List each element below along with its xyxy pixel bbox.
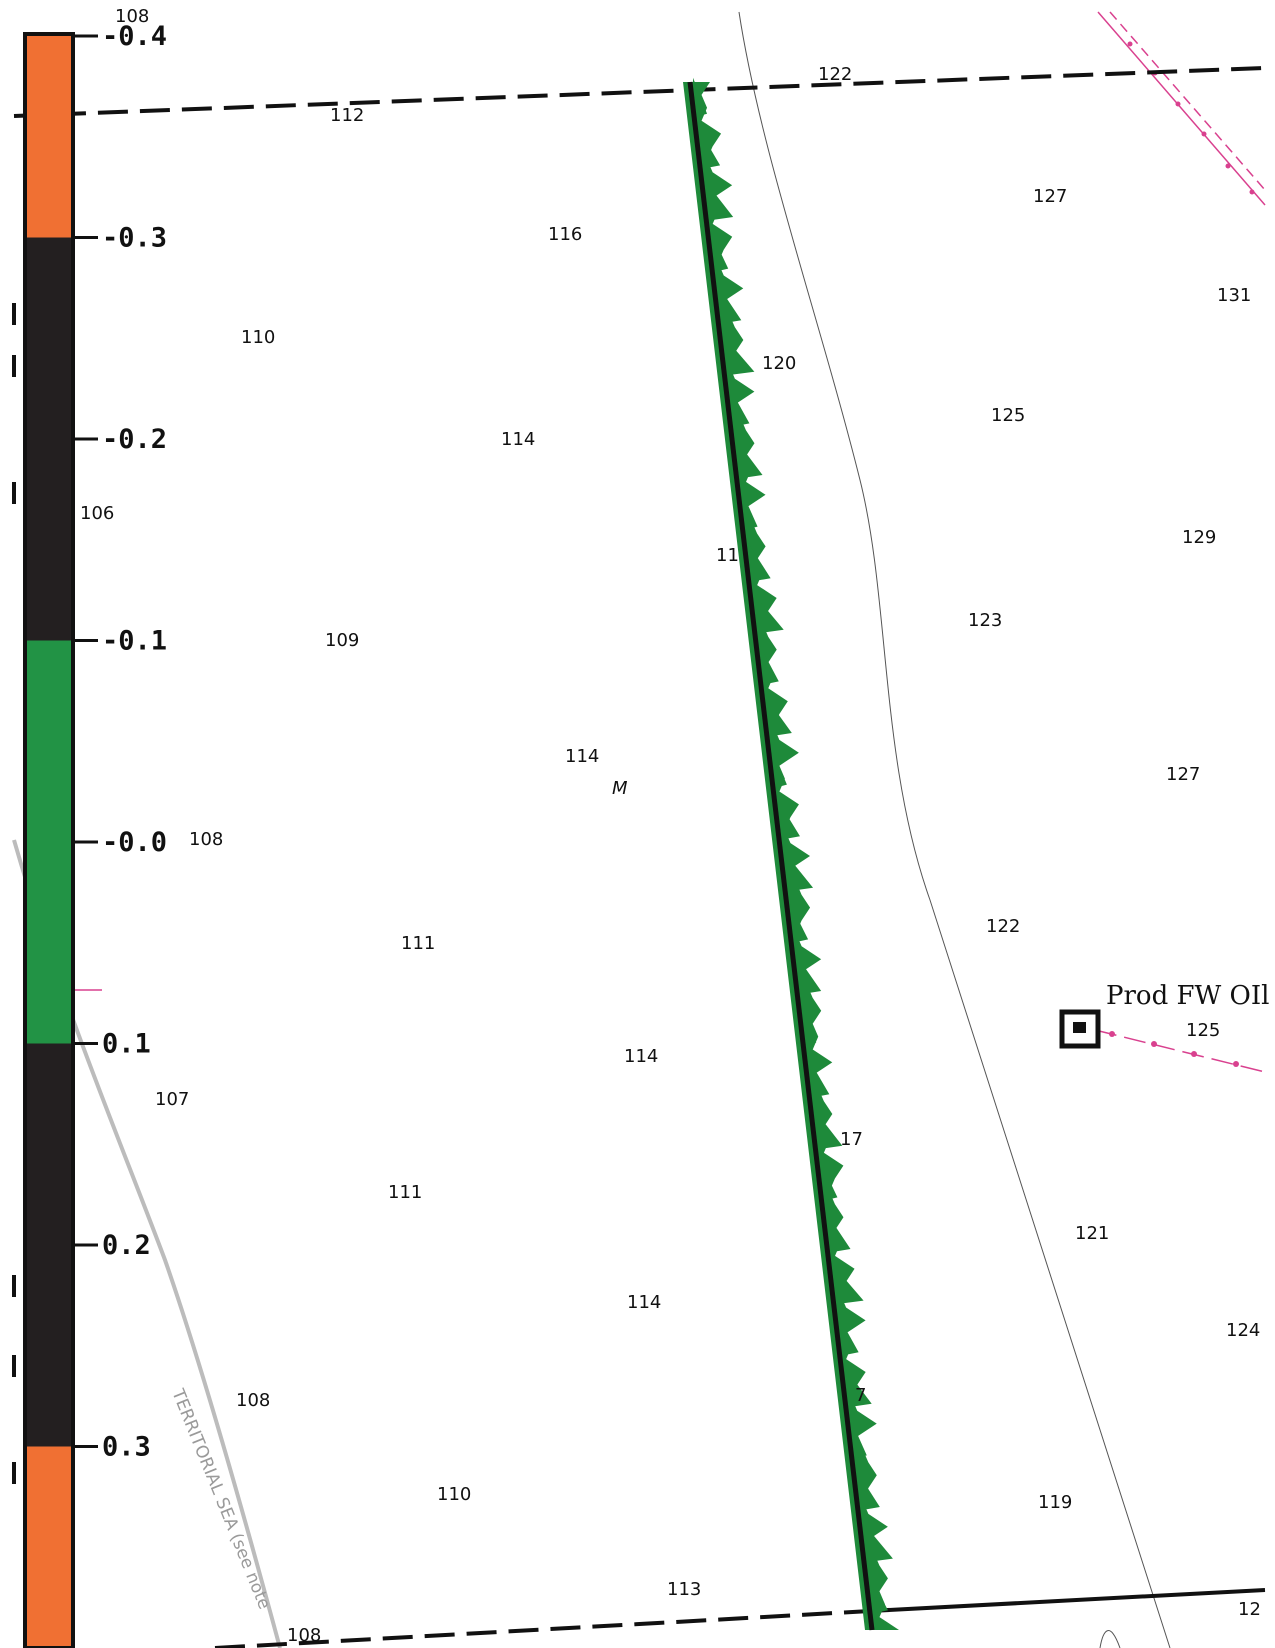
scale-band bbox=[27, 237, 71, 641]
scale-band bbox=[27, 640, 71, 1044]
wiggle-spike bbox=[790, 903, 809, 944]
scale-tick-label: -0.3 bbox=[102, 223, 167, 254]
sounding-label: 121 bbox=[1075, 1223, 1109, 1244]
wiggle-spike bbox=[862, 1522, 893, 1563]
wiggle-spike bbox=[765, 697, 792, 737]
sounding-label: 7 bbox=[855, 1385, 866, 1406]
scale-tick-label: -0.2 bbox=[102, 424, 167, 455]
sounding-label: 110 bbox=[241, 327, 275, 348]
sounding-label: 127 bbox=[1033, 186, 1067, 207]
scale-band bbox=[27, 1043, 71, 1447]
boundary-line-top bbox=[13, 66, 1266, 118]
sounding-label: 123 bbox=[968, 610, 1002, 631]
wiggle-spike bbox=[735, 439, 763, 479]
sounding-label: 111 bbox=[401, 933, 435, 954]
sounding-label: 111 bbox=[388, 1182, 422, 1203]
scale-tick-label: -0.4 bbox=[102, 21, 167, 52]
sounding-label: 106 bbox=[80, 503, 114, 524]
left-margin-ticks bbox=[12, 303, 16, 1484]
scale-band bbox=[27, 1446, 71, 1648]
wiggle-spike bbox=[753, 593, 784, 634]
sounding-label: 124 bbox=[1226, 1320, 1260, 1341]
survey-track-line bbox=[687, 81, 875, 1631]
wiggle-spike bbox=[717, 284, 742, 325]
pipeline-top-right bbox=[1097, 11, 1266, 206]
sounding-label: M bbox=[612, 778, 628, 799]
wiggle-spike bbox=[802, 1006, 817, 1047]
wiggle-spike bbox=[771, 748, 787, 789]
wiggle-spike bbox=[850, 1419, 867, 1460]
production-facility-label: Prod FW OIl bbox=[1106, 981, 1269, 1011]
sounding-label: 113 bbox=[667, 1579, 701, 1600]
sounding-label: 114 bbox=[501, 429, 535, 450]
sounding-label: 110 bbox=[437, 1484, 471, 1505]
wiggle-spike bbox=[826, 1213, 851, 1253]
sounding-label: 108 bbox=[287, 1625, 321, 1646]
sounding-label: 122 bbox=[818, 64, 852, 85]
wiggle-spike bbox=[814, 1109, 843, 1150]
wiggle-spike bbox=[856, 1471, 880, 1511]
wiggle-spike bbox=[796, 955, 822, 995]
boundary-line-bottom-solid bbox=[869, 1588, 1266, 1613]
sounding-label: 112 bbox=[330, 105, 364, 126]
scale-tick-label: 0.1 bbox=[102, 1029, 151, 1060]
wiggle-spike bbox=[844, 1367, 872, 1408]
wiggle-spike bbox=[699, 129, 721, 170]
scale-tick-label: -0.0 bbox=[102, 827, 167, 858]
wiggle-spike bbox=[838, 1316, 859, 1357]
sounding-label: 125 bbox=[991, 405, 1025, 426]
sounding-label: 120 bbox=[762, 353, 796, 374]
territorial-sea-label: TERRITORIAL SEA (see note bbox=[167, 1385, 274, 1612]
depth-contour-line bbox=[1099, 1630, 1121, 1648]
wiggle-spike bbox=[868, 1574, 888, 1615]
scale-tick-label: -0.1 bbox=[102, 626, 167, 657]
sounding-label: 114 bbox=[565, 746, 599, 767]
sounding-label: 107 bbox=[155, 1089, 189, 1110]
sounding-label: 17 bbox=[840, 1129, 863, 1150]
production-facility-symbol bbox=[1059, 1009, 1101, 1049]
sounding-label: 114 bbox=[624, 1046, 658, 1067]
sounding-label: 127 bbox=[1166, 764, 1200, 785]
wiggle-spike bbox=[747, 542, 771, 583]
wiggle-spike bbox=[729, 387, 750, 428]
depth-contour-line bbox=[738, 11, 1171, 1648]
sounding-label: 108 bbox=[189, 829, 223, 850]
wiggle-spike bbox=[705, 181, 734, 221]
sounding-label: 11 bbox=[716, 545, 739, 566]
scale-tick-label: 0.3 bbox=[102, 1432, 151, 1463]
sounding-label: 131 bbox=[1217, 285, 1251, 306]
pipeline-facility bbox=[1094, 1029, 1266, 1073]
wiggle-spike bbox=[777, 800, 800, 841]
sounding-label: 114 bbox=[627, 1292, 661, 1313]
wiggle-spike bbox=[820, 1161, 838, 1202]
wiggle-spike bbox=[711, 232, 729, 273]
sounding-label: 108 bbox=[115, 6, 149, 27]
sounding-label: 12 bbox=[1238, 1599, 1261, 1620]
sounding-label: 122 bbox=[986, 916, 1020, 937]
sounding-label: 108 bbox=[236, 1390, 270, 1411]
boundary-line-bottom bbox=[214, 1609, 871, 1648]
sounding-label: 109 bbox=[325, 630, 359, 651]
sounding-label: 116 bbox=[548, 224, 582, 245]
wiggle-spike bbox=[784, 851, 814, 892]
wiggle-spike bbox=[759, 645, 779, 686]
wiggle-spike bbox=[832, 1264, 864, 1305]
color-scale-bar: -0.4 -0.3 -0.2 -0.1 -0.0 0.1 0.2 0.3 bbox=[23, 21, 167, 1648]
wiggle-spike bbox=[693, 77, 708, 118]
sounding-label: 119 bbox=[1038, 1492, 1072, 1513]
wiggle-spike bbox=[723, 335, 755, 376]
sounding-label: 125 bbox=[1186, 1020, 1220, 1041]
wiggle-spike bbox=[741, 490, 758, 531]
sounding-label: 129 bbox=[1182, 527, 1216, 548]
scale-tick-label: 0.2 bbox=[102, 1230, 151, 1261]
scale-band bbox=[27, 36, 71, 238]
wiggle-spike bbox=[808, 1058, 830, 1099]
